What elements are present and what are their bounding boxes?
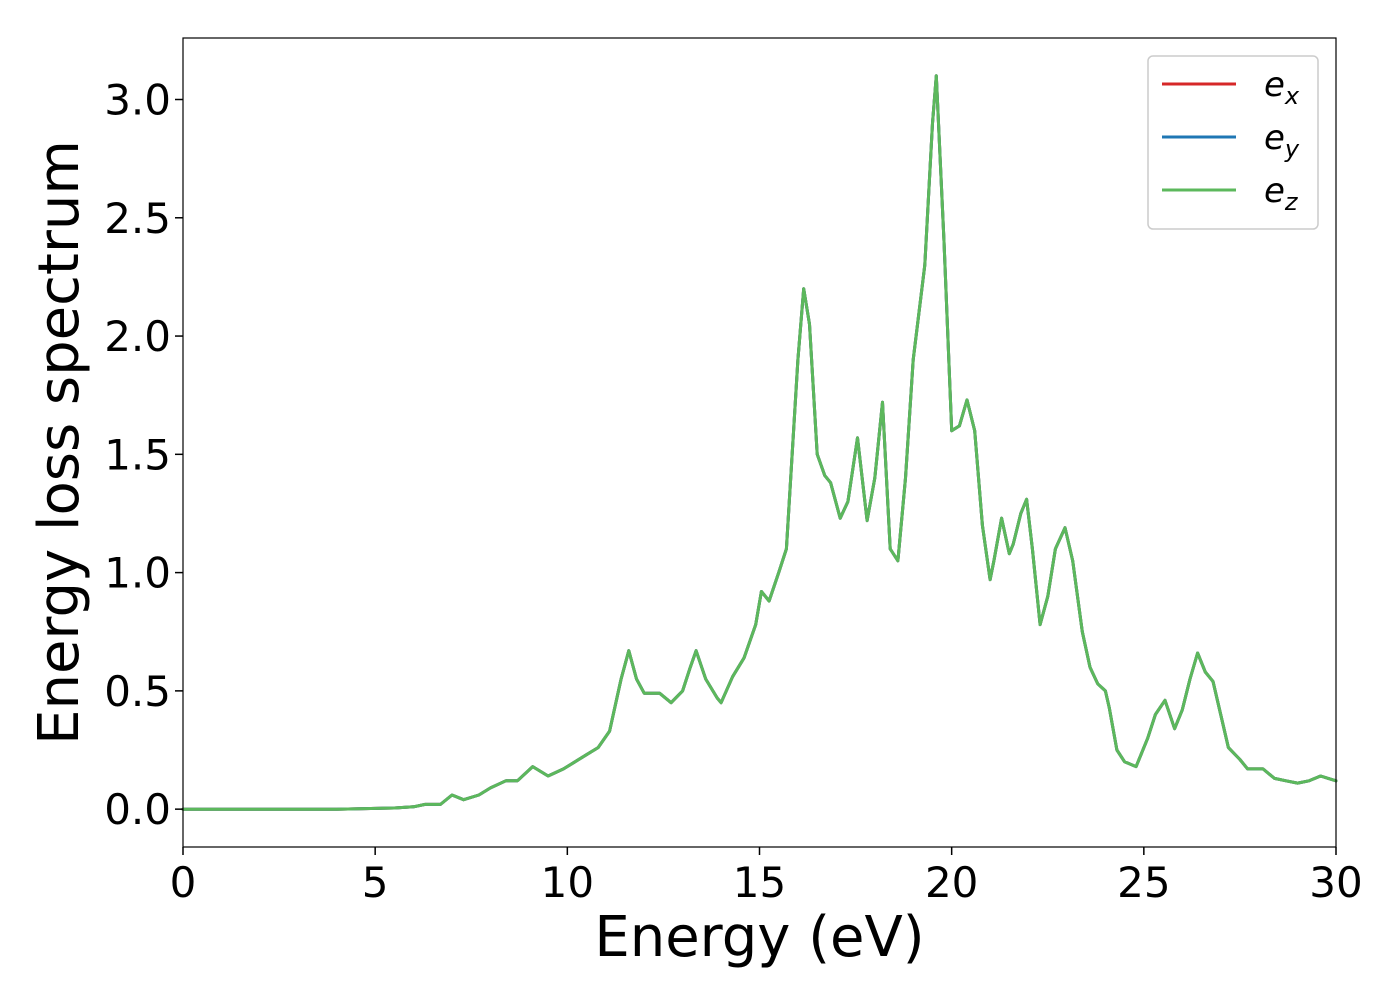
x-axis-title: Energy (eV) xyxy=(594,905,924,970)
legend-box xyxy=(1147,55,1319,230)
x-axis-ticks: 0 5 10 15 20 25 30 xyxy=(170,847,1363,907)
series-line-e_z xyxy=(181,74,1338,811)
y-tick-label: 3.0 xyxy=(104,76,171,125)
y-tick-label: 0.5 xyxy=(104,667,171,716)
x-tick-label: 5 xyxy=(362,858,389,907)
x-tick-label: 0 xyxy=(170,858,197,907)
x-tick-label: 15 xyxy=(733,858,786,907)
y-axis-ticks: 0.0 0.5 1.0 1.5 2.0 2.5 3.0 xyxy=(104,76,183,834)
legend-label-e_y: ey xyxy=(1264,118,1300,163)
plot-background xyxy=(183,38,1336,847)
y-tick-label: 2.5 xyxy=(104,194,171,243)
legend: ex ey ez xyxy=(1147,55,1319,230)
series-layer xyxy=(181,74,1338,811)
x-tick-label: 10 xyxy=(541,858,594,907)
y-tick-label: 1.5 xyxy=(104,430,171,479)
x-tick-label: 20 xyxy=(925,858,978,907)
y-tick-label: 1.0 xyxy=(104,549,171,598)
y-tick-label: 2.0 xyxy=(104,312,171,361)
legend-label-e_x: ex xyxy=(1264,65,1300,110)
y-axis-title: Energy loss spectrum xyxy=(27,140,92,745)
legend-label-e_z: ez xyxy=(1264,171,1299,216)
x-tick-label: 25 xyxy=(1117,858,1170,907)
x-tick-label: 30 xyxy=(1309,858,1362,907)
y-tick-label: 0.0 xyxy=(104,785,171,834)
